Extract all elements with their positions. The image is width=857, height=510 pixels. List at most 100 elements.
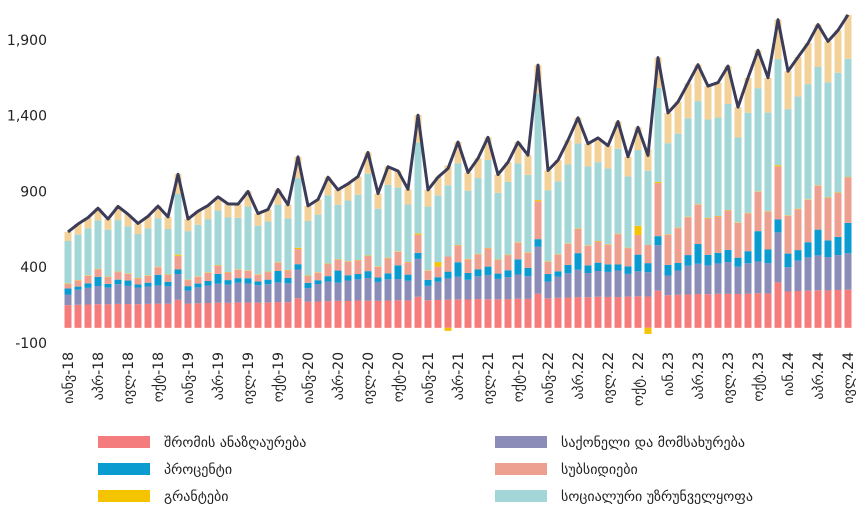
bar-segment bbox=[114, 272, 122, 280]
bar-segment bbox=[294, 249, 302, 265]
bar-segment bbox=[284, 270, 292, 278]
bar-segment bbox=[544, 281, 552, 299]
bar-segment bbox=[364, 173, 372, 256]
bar-segment bbox=[774, 219, 782, 233]
bar-segment bbox=[354, 300, 362, 328]
bar-segment bbox=[654, 290, 662, 328]
bar-segment bbox=[254, 225, 262, 275]
bar-segment bbox=[344, 280, 352, 302]
bar-segment bbox=[214, 210, 222, 266]
bar-segment bbox=[684, 217, 692, 256]
bar-segment bbox=[444, 165, 452, 186]
bar-segment bbox=[64, 294, 72, 306]
bar-segment bbox=[404, 300, 412, 328]
bar-segment bbox=[94, 304, 102, 328]
bar-segment bbox=[754, 293, 762, 328]
bar-segment bbox=[764, 77, 772, 113]
bar-segment bbox=[484, 248, 492, 267]
bar-segment bbox=[184, 286, 192, 291]
bar-segment bbox=[534, 201, 542, 240]
bar-segment bbox=[304, 220, 312, 276]
bar-segment bbox=[114, 220, 122, 272]
bar-segment bbox=[684, 294, 692, 328]
bar-segment bbox=[384, 258, 392, 274]
bar-segment bbox=[634, 296, 642, 328]
bar-segment bbox=[284, 302, 292, 328]
bar-segment bbox=[474, 158, 482, 179]
bar-segment bbox=[704, 265, 712, 295]
bar-segment bbox=[164, 303, 172, 328]
bar-segment bbox=[724, 262, 732, 294]
bar-segment bbox=[64, 288, 72, 295]
bar-segment bbox=[544, 170, 552, 191]
bar-segment bbox=[384, 300, 392, 328]
bar-segment bbox=[394, 265, 402, 280]
bar-segment bbox=[514, 298, 522, 328]
bar-segment bbox=[604, 271, 612, 297]
bar-segment bbox=[234, 269, 242, 279]
bar-segment bbox=[104, 277, 112, 284]
bar-segment bbox=[294, 269, 302, 299]
bar-segment bbox=[214, 273, 222, 284]
x-tick-label: ოქტ. 22 bbox=[631, 352, 647, 406]
bar-segment bbox=[374, 277, 382, 282]
bar-segment bbox=[624, 296, 632, 328]
bar-segment bbox=[684, 118, 692, 217]
bar-segment bbox=[674, 133, 682, 228]
bar-segment bbox=[454, 262, 462, 277]
bar-segment bbox=[84, 275, 92, 284]
bar-segment bbox=[524, 276, 532, 299]
bar-segment bbox=[844, 289, 852, 328]
bar-segment bbox=[804, 84, 812, 200]
bar-segment bbox=[454, 299, 462, 328]
bar-segment bbox=[254, 274, 262, 282]
bar-segment bbox=[464, 190, 472, 259]
bar-segment bbox=[324, 177, 332, 196]
bar-segment bbox=[604, 296, 612, 328]
bar-segment bbox=[774, 19, 782, 60]
bar-segment bbox=[234, 282, 242, 303]
bar-segment bbox=[314, 301, 322, 328]
bar-segment bbox=[814, 290, 822, 328]
bar-segment bbox=[294, 247, 302, 250]
bar-segment bbox=[474, 276, 482, 300]
bar-segment bbox=[554, 297, 562, 328]
legend-swatch bbox=[98, 463, 150, 475]
bar-segment bbox=[604, 264, 612, 272]
bar-segment bbox=[684, 255, 692, 266]
bar-segment bbox=[524, 155, 532, 175]
bar-segment bbox=[774, 232, 782, 283]
bar-segment bbox=[574, 297, 582, 328]
bar-segment bbox=[724, 249, 732, 263]
bar-segment bbox=[164, 286, 172, 304]
bar-segment bbox=[594, 162, 602, 241]
bar-segment bbox=[704, 294, 712, 328]
bar-segment bbox=[814, 24, 822, 67]
x-tick-label: იან.24 bbox=[781, 352, 797, 396]
bar-segment bbox=[384, 166, 392, 185]
bar-segment bbox=[444, 278, 452, 300]
bar-segment bbox=[174, 255, 182, 270]
bar-segment bbox=[404, 262, 412, 275]
bar-segment bbox=[404, 189, 412, 205]
bar-segment bbox=[244, 278, 252, 284]
bar-segment bbox=[664, 295, 672, 328]
bar-segment bbox=[94, 276, 102, 287]
bar-segment bbox=[494, 273, 502, 279]
bar-segment bbox=[464, 259, 472, 273]
bar-segment bbox=[774, 59, 782, 166]
bar-segment bbox=[264, 209, 272, 222]
bar-segment bbox=[754, 50, 762, 89]
x-tick-label: ოქტ-18 bbox=[151, 352, 167, 402]
bar-segment bbox=[814, 66, 822, 186]
bar-segment bbox=[504, 162, 512, 182]
bar-segment bbox=[134, 287, 142, 305]
bar-segment bbox=[494, 299, 502, 328]
bar-segment bbox=[824, 257, 832, 291]
bar-segment bbox=[684, 265, 692, 295]
bar-segment bbox=[284, 277, 292, 284]
bar-segment bbox=[554, 276, 562, 298]
bar-segment bbox=[104, 287, 112, 305]
bar-segment bbox=[314, 272, 322, 281]
bar-segment bbox=[704, 119, 712, 218]
